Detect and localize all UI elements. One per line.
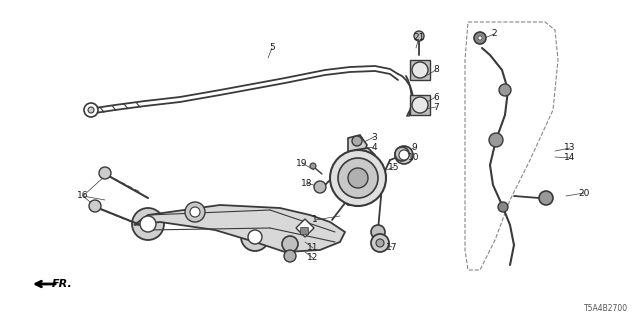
- Circle shape: [371, 225, 385, 239]
- Circle shape: [539, 191, 553, 205]
- Circle shape: [89, 200, 101, 212]
- Circle shape: [338, 158, 378, 198]
- Text: T5A4B2700: T5A4B2700: [584, 304, 628, 313]
- Circle shape: [478, 36, 482, 40]
- Text: 9: 9: [411, 143, 417, 153]
- Circle shape: [284, 250, 296, 262]
- Text: 2: 2: [491, 29, 497, 38]
- Text: 10: 10: [408, 154, 420, 163]
- Text: 13: 13: [564, 143, 576, 153]
- Text: 11: 11: [307, 244, 319, 252]
- Polygon shape: [300, 227, 308, 234]
- Text: 18: 18: [301, 179, 313, 188]
- Text: 8: 8: [433, 66, 439, 75]
- Circle shape: [282, 236, 298, 252]
- Text: 19: 19: [296, 158, 308, 167]
- Circle shape: [371, 234, 389, 252]
- Text: 15: 15: [388, 163, 400, 172]
- Text: 12: 12: [307, 253, 319, 262]
- Circle shape: [348, 168, 368, 188]
- Circle shape: [395, 147, 409, 161]
- Circle shape: [140, 216, 156, 232]
- Circle shape: [498, 202, 508, 212]
- Text: 17: 17: [387, 243, 397, 252]
- Circle shape: [132, 208, 164, 240]
- Circle shape: [190, 207, 200, 217]
- Polygon shape: [337, 148, 378, 205]
- Polygon shape: [410, 60, 430, 80]
- Circle shape: [314, 181, 326, 193]
- Text: 1: 1: [312, 215, 318, 225]
- Circle shape: [88, 107, 94, 113]
- Polygon shape: [465, 22, 558, 270]
- Polygon shape: [410, 95, 430, 115]
- Text: 7: 7: [433, 102, 439, 111]
- Circle shape: [395, 146, 413, 164]
- Circle shape: [84, 103, 98, 117]
- Text: 5: 5: [269, 44, 275, 52]
- Text: 4: 4: [371, 142, 377, 151]
- Circle shape: [99, 167, 111, 179]
- Text: 3: 3: [371, 132, 377, 141]
- Circle shape: [489, 133, 503, 147]
- Text: 16: 16: [77, 191, 89, 201]
- Circle shape: [241, 223, 269, 251]
- Text: 21: 21: [413, 33, 425, 42]
- Circle shape: [412, 97, 428, 113]
- Circle shape: [310, 163, 316, 169]
- Polygon shape: [348, 135, 367, 162]
- Circle shape: [330, 150, 386, 206]
- Circle shape: [399, 150, 409, 160]
- Circle shape: [248, 230, 262, 244]
- Circle shape: [185, 202, 205, 222]
- Circle shape: [412, 62, 428, 78]
- Circle shape: [499, 84, 511, 96]
- Circle shape: [414, 31, 424, 41]
- Circle shape: [352, 136, 362, 146]
- Text: FR.: FR.: [52, 279, 73, 289]
- Polygon shape: [296, 219, 314, 237]
- Text: 20: 20: [579, 188, 589, 197]
- Circle shape: [474, 32, 486, 44]
- Polygon shape: [134, 205, 345, 252]
- Text: 14: 14: [564, 154, 576, 163]
- Text: 6: 6: [433, 92, 439, 101]
- Circle shape: [376, 239, 384, 247]
